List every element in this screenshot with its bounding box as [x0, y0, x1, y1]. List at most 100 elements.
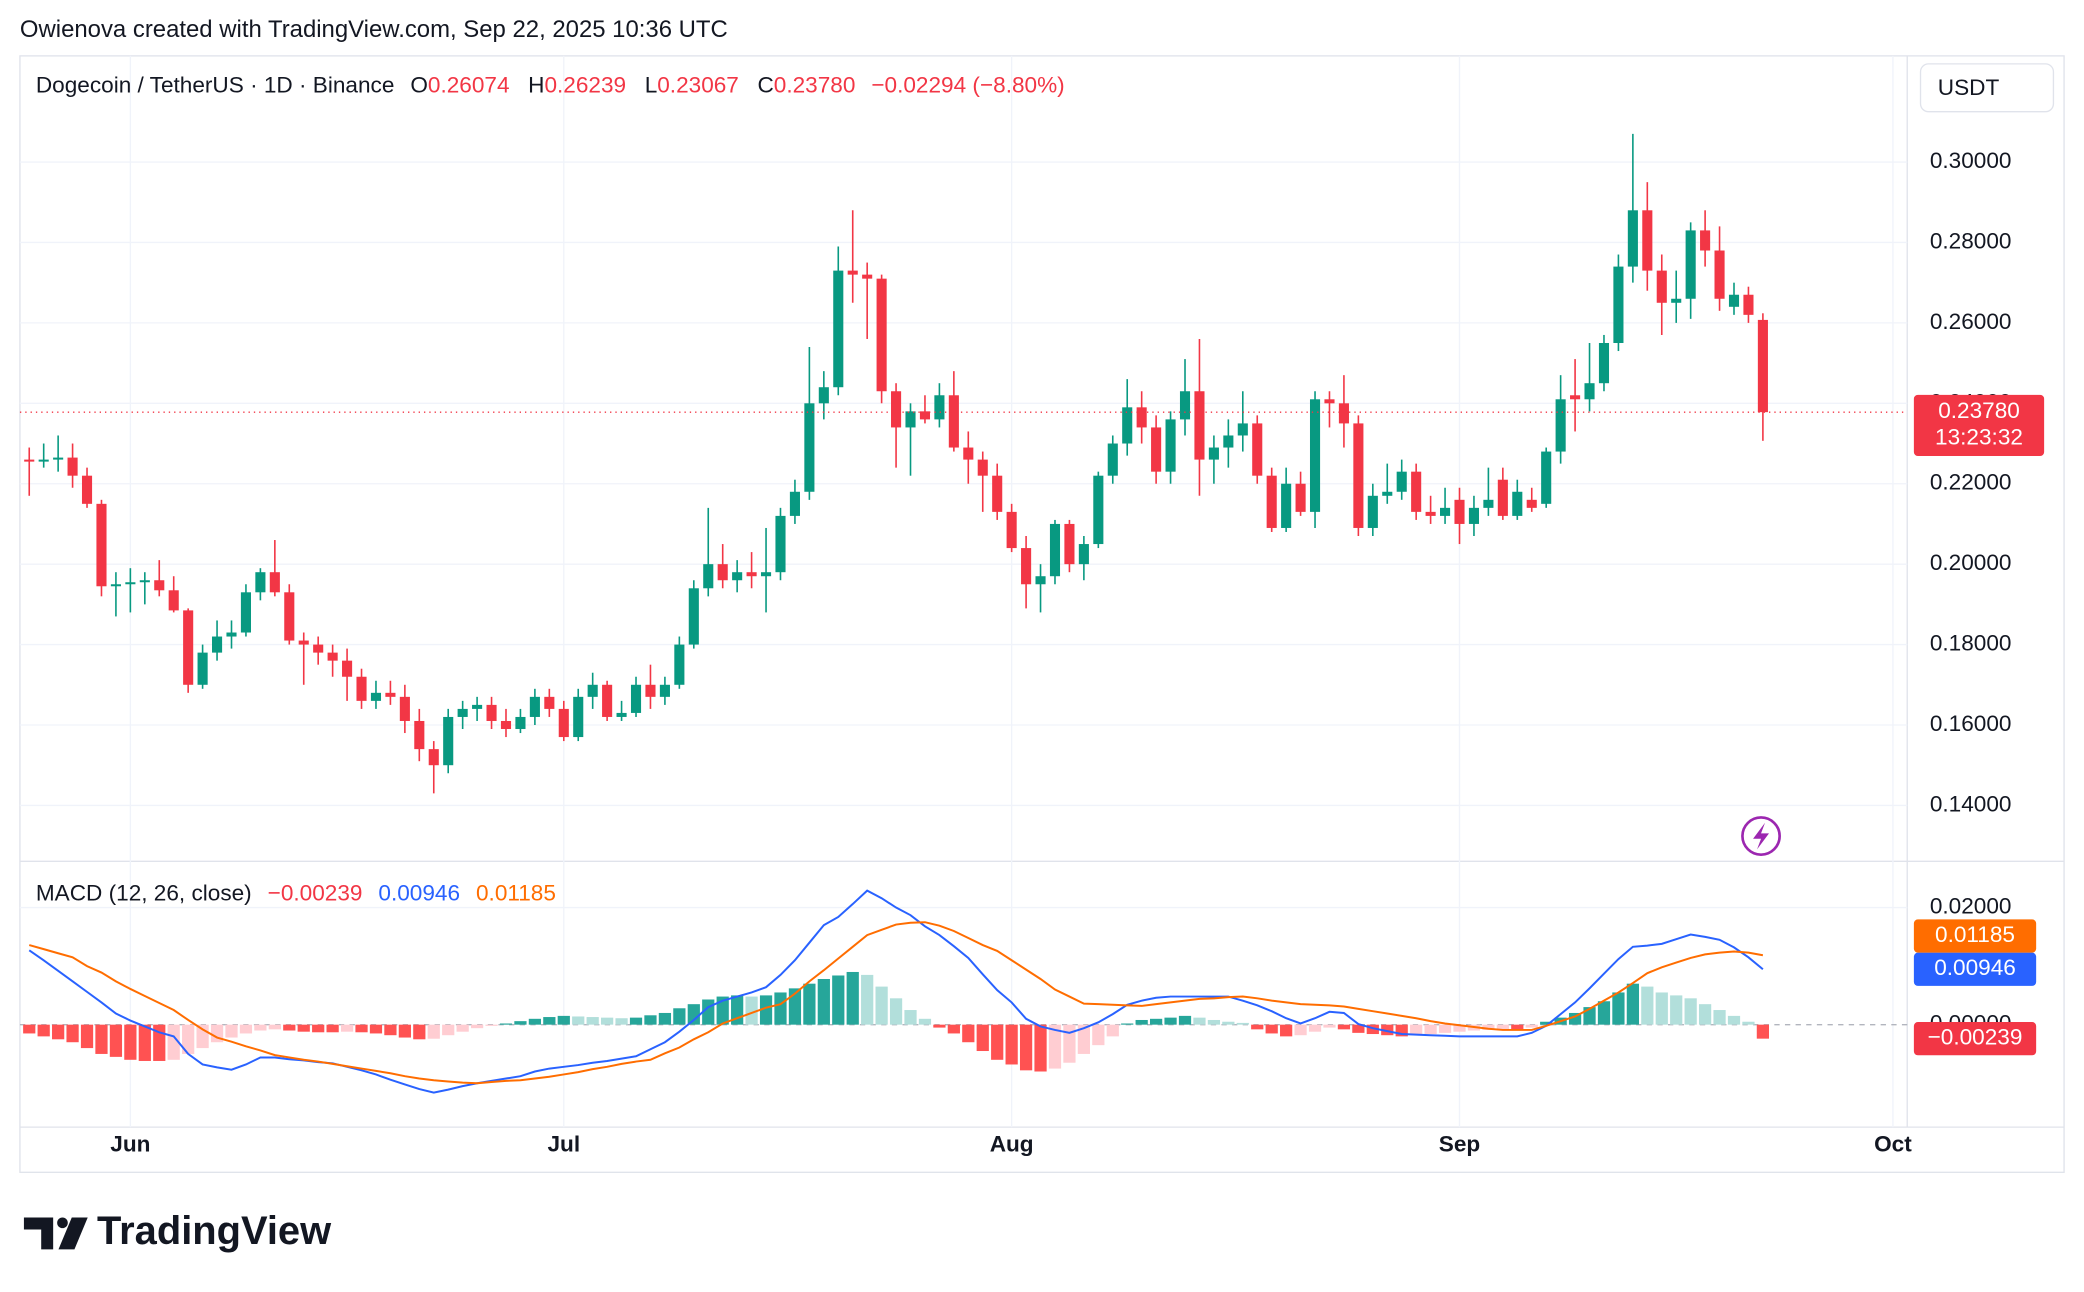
candle-body	[197, 652, 208, 685]
ohlc-value: 0.26074	[428, 72, 510, 97]
candle-body	[1266, 475, 1277, 528]
macd-legend: MACD (12, 26, close) −0.00239 0.00946 0.011…	[36, 881, 556, 906]
candle-body	[67, 457, 78, 476]
histogram-bar	[514, 1021, 527, 1025]
y-tick-label: 0.18000	[1930, 631, 2012, 656]
histogram-bar	[1308, 1024, 1322, 1032]
candle-body	[1194, 391, 1205, 460]
candle-body	[630, 684, 642, 713]
candle-body	[1743, 294, 1754, 315]
histogram-bar	[557, 1015, 570, 1025]
candle-body	[659, 684, 670, 697]
candle-body	[616, 712, 627, 717]
candle-body	[1440, 507, 1451, 516]
candle-body	[1367, 495, 1378, 528]
histogram-bar	[1641, 986, 1654, 1025]
histogram-bar	[1135, 1019, 1148, 1025]
histogram-bar	[1366, 1024, 1379, 1035]
candle-body	[1728, 294, 1740, 307]
candle-body	[1598, 342, 1610, 384]
candle-body	[789, 491, 800, 516]
y-tick-label: 0.14000	[1930, 791, 2012, 816]
histogram-bar	[803, 983, 816, 1025]
currency-button[interactable]	[1919, 63, 2055, 113]
histogram-bar	[1222, 1021, 1235, 1025]
histogram-bar	[239, 1024, 253, 1034]
candle-body	[891, 391, 902, 428]
candle-body	[1309, 399, 1321, 512]
histogram-bar	[326, 1024, 339, 1033]
histogram-bar	[1756, 1024, 1770, 1039]
histogram-bar	[1482, 1024, 1495, 1030]
candle-body	[1295, 483, 1306, 512]
histogram-bar	[1077, 1024, 1090, 1054]
histogram-bar	[1106, 1024, 1119, 1037]
x-tick-label: Jun	[110, 1132, 150, 1157]
change-value: −0.02294 (−8.80%)	[871, 72, 1064, 97]
candle-body	[1700, 230, 1711, 251]
candle-body	[515, 716, 526, 730]
histogram-bar	[947, 1024, 960, 1034]
histogram-bar	[658, 1012, 672, 1025]
histogram-bar	[80, 1024, 94, 1049]
histogram-bar	[413, 1024, 426, 1040]
candle-body	[818, 387, 829, 404]
candle-body	[457, 708, 468, 717]
last-price-box	[1913, 394, 2045, 457]
y-tick-label: 0.20000	[1930, 550, 2012, 575]
candle-body	[1613, 266, 1624, 343]
candle-body	[558, 708, 569, 738]
candle-body	[443, 716, 454, 766]
candle-body	[760, 572, 772, 577]
last-price-label: 0.23780	[1938, 398, 2020, 423]
histogram-bar	[1280, 1024, 1293, 1037]
histogram-bar	[601, 1017, 614, 1025]
candle-body	[1093, 475, 1104, 545]
histogram-bar	[962, 1024, 975, 1043]
axis-value-box	[1913, 952, 2037, 986]
candle-body	[529, 696, 540, 717]
histogram-bar	[1655, 992, 1668, 1025]
histogram-bar	[1019, 1024, 1033, 1071]
histogram-bar	[456, 1024, 469, 1032]
candle-body	[1656, 270, 1667, 303]
x-tick-label: Oct	[1874, 1132, 1912, 1157]
histogram-bar	[1164, 1017, 1177, 1025]
histogram-bar	[268, 1024, 281, 1030]
candle-body	[1179, 391, 1191, 420]
candle-body	[1570, 395, 1581, 400]
candle-body	[544, 696, 555, 709]
histogram-bar	[528, 1018, 542, 1025]
histogram-bar	[37, 1024, 50, 1037]
histogram-bar	[904, 1010, 917, 1025]
candle-body	[688, 588, 699, 645]
histogram-bar	[543, 1017, 556, 1025]
candle-body	[38, 459, 49, 462]
axis-value-box	[1913, 1022, 2037, 1056]
plot	[19, 133, 1908, 1094]
candle-body	[1396, 471, 1407, 492]
histogram-bar	[398, 1024, 411, 1038]
histogram-bar	[615, 1018, 628, 1025]
candle-body	[183, 610, 194, 685]
candle-body	[1541, 451, 1552, 504]
axis-value-label: 0.01185	[1935, 922, 2015, 947]
candle-body	[1064, 523, 1075, 565]
histogram-bar	[1713, 1010, 1726, 1025]
histogram-bar	[1150, 1018, 1163, 1025]
candle-body	[1324, 399, 1335, 404]
candle-body	[226, 632, 237, 637]
symbol-title: Dogecoin / TetherUS · 1D · Binance	[36, 72, 395, 97]
lightning-icon[interactable]	[1741, 816, 1781, 856]
candle-body	[1252, 423, 1263, 476]
candle-body	[1151, 427, 1162, 472]
y-tick-label: 0.22000	[1930, 470, 2012, 495]
ohlc-key: O	[410, 72, 428, 97]
candle-body	[948, 395, 959, 448]
candle-body	[1049, 523, 1061, 577]
histogram-bar	[1352, 1024, 1365, 1033]
candle-body	[1671, 298, 1682, 303]
histogram-bar	[572, 1016, 585, 1025]
x-tick-label: Jul	[547, 1132, 580, 1157]
histogram-bar	[1265, 1024, 1278, 1034]
